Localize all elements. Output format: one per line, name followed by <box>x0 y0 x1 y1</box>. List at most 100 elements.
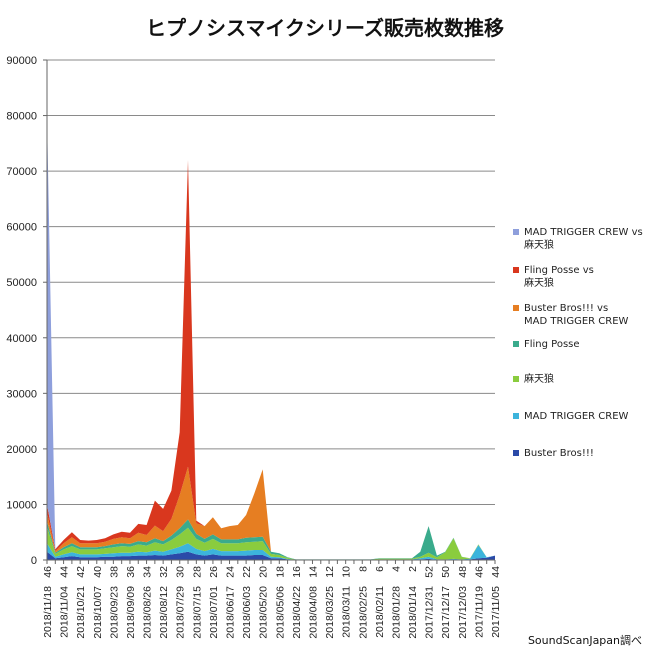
y-tick-label: 10000 <box>6 499 37 511</box>
x-tick-label: 2018/04/08 14 <box>307 566 319 639</box>
legend-label: MAD TRIGGER CREW vs <box>524 227 643 238</box>
x-label-week: 22 <box>241 566 253 578</box>
x-label-date: 2017/11/19 <box>473 586 485 638</box>
area-fling-posse-vs <box>47 160 495 560</box>
x-label-date: 2018/07/01 <box>208 586 220 639</box>
x-label-date: 2018/04/08 <box>307 586 319 639</box>
x-label-date: 2018/11/18 <box>42 586 54 638</box>
x-label-date: 2018/04/22 <box>291 586 303 639</box>
x-tick-label: 2018/07/29 30 <box>175 566 187 639</box>
legend-swatch <box>513 341 519 347</box>
x-label-week: 16 <box>291 566 303 578</box>
area- <box>47 526 495 560</box>
y-tick-label: 50000 <box>6 277 37 289</box>
legend-item-fling-posse: Fling Posse <box>510 338 650 351</box>
x-tick-label: 2018/08/26 34 <box>142 566 154 639</box>
area-buster-bros-vs-mad-trigger-crew <box>47 466 495 560</box>
x-label-date: 2018/08/26 <box>142 586 154 639</box>
x-label-date: 2017/12/03 <box>457 586 469 639</box>
x-label-date: 2018/03/11 <box>341 586 353 638</box>
y-tick-label: 90000 <box>6 55 37 67</box>
x-tick-label: 2018/04/22 16 <box>291 566 303 639</box>
legend-item-fling-vs-matenro: Fling Posse vs 麻天狼 <box>510 264 650 290</box>
x-label-week: 44 <box>490 566 502 578</box>
x-label-week: 50 <box>440 566 452 578</box>
x-label-week: 12 <box>324 566 336 578</box>
x-label-week: 28 <box>191 566 203 578</box>
x-tick-label: 2018/02/25 8 <box>357 566 369 639</box>
legend-item-mtc: MAD TRIGGER CREW <box>510 410 650 423</box>
x-label-date: 2017/11/05 <box>490 586 502 638</box>
legend-label: Fling Posse <box>524 339 580 350</box>
y-tick-label: 30000 <box>6 388 37 400</box>
x-label-week: 24 <box>225 566 237 578</box>
x-label-date: 2018/03/25 <box>324 586 336 639</box>
y-tick-label: 40000 <box>6 333 37 345</box>
x-label-date: 2017/12/17 <box>440 586 452 639</box>
legend-item-matenro: 麻天狼 <box>510 373 650 386</box>
x-label-week: 4 <box>390 566 402 572</box>
x-tick-label: 2018/03/25 12 <box>324 566 336 639</box>
x-tick-label: 2018/06/17 24 <box>225 566 237 639</box>
legend-swatch <box>513 267 519 273</box>
x-label-date: 2018/02/25 <box>357 586 369 639</box>
x-tick-label: 2018/11/04 44 <box>59 566 71 638</box>
x-label-week: 26 <box>208 566 220 578</box>
x-label-date: 2018/07/29 <box>175 586 187 639</box>
x-tick-label: 2018/06/03 22 <box>241 566 253 639</box>
x-tick-label: 2018/09/23 38 <box>108 566 120 639</box>
legend-label: Buster Bros!!! vs <box>524 303 609 314</box>
x-label-date: 2018/11/04 <box>59 586 71 638</box>
x-label-date: 2018/07/15 <box>191 586 203 639</box>
x-label-week: 32 <box>158 566 170 578</box>
legend-swatch <box>513 305 519 311</box>
x-label-week: 40 <box>92 566 104 578</box>
x-label-week: 42 <box>75 566 87 578</box>
x-tick-label: 2017/11/05 44 <box>490 566 502 638</box>
legend-swatch <box>513 413 519 419</box>
x-tick-label: 2017/12/03 48 <box>457 566 469 639</box>
legend-label: Buster Bros!!! <box>524 448 594 459</box>
x-label-week: 10 <box>341 566 353 578</box>
x-tick-label: 2018/10/21 42 <box>75 566 87 639</box>
y-tick-label: 0 <box>31 555 37 567</box>
legend-item-buster-bros: Buster Bros!!! <box>510 447 650 460</box>
x-tick-label: 2018/10/07 40 <box>92 566 104 639</box>
legend-label: MAD TRIGGER CREW <box>524 411 629 422</box>
x-tick-label: 2018/08/12 32 <box>158 566 170 639</box>
x-label-week: 30 <box>175 566 187 578</box>
x-label-week: 20 <box>258 566 270 578</box>
x-label-date: 2018/05/06 <box>274 586 286 639</box>
x-label-week: 2 <box>407 566 419 572</box>
x-tick-label: 2018/05/06 18 <box>274 566 286 639</box>
x-tick-label: 2018/01/14 2 <box>407 566 419 639</box>
legend-label: 麻天狼 <box>524 374 554 385</box>
x-label-week: 18 <box>274 566 286 578</box>
chart-title: ヒプノシスマイクシリーズ販売枚数推移 <box>146 16 504 40</box>
x-label-date: 2018/06/17 <box>225 586 237 639</box>
source-note: SoundScanJapan調べ <box>527 634 642 647</box>
legend-label: 麻天狼 <box>524 278 554 289</box>
x-label-date: 2018/01/14 <box>407 586 419 639</box>
x-label-week: 6 <box>374 566 386 572</box>
x-tick-label: 2017/11/19 46 <box>473 566 485 638</box>
x-tick-label: 2018/01/28 4 <box>390 566 402 639</box>
x-label-week: 14 <box>307 566 319 578</box>
legend-swatch <box>513 229 519 235</box>
x-label-date: 2018/01/28 <box>390 586 402 639</box>
x-tick-label: 2017/12/31 52 <box>424 566 436 639</box>
x-label-date: 2018/10/07 <box>92 586 104 639</box>
y-tick-label: 70000 <box>6 166 37 178</box>
x-tick-label: 2017/12/17 50 <box>440 566 452 639</box>
x-label-week: 34 <box>142 566 154 578</box>
x-tick-label: 2018/09/09 36 <box>125 566 137 639</box>
legend-swatch <box>513 376 519 382</box>
x-label-date: 2018/05/20 <box>258 586 270 639</box>
x-label-week: 52 <box>424 566 436 578</box>
x-tick-label: 2018/05/20 20 <box>258 566 270 639</box>
legend-swatch <box>513 450 519 456</box>
y-tick-label: 80000 <box>6 111 37 123</box>
x-label-date: 2018/09/23 <box>108 586 120 639</box>
x-tick-label: 2018/02/11 6 <box>374 566 386 638</box>
